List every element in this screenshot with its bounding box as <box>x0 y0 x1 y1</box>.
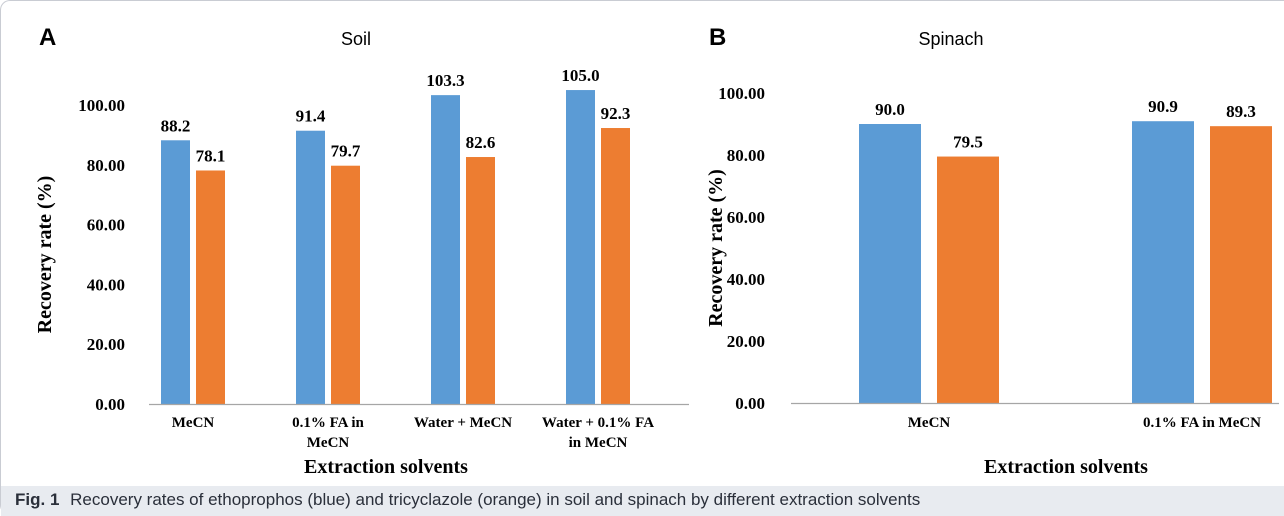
charts-svg: A Soil 0.00 20.00 40.00 60.00 80.00 100.00 Recov… <box>34 24 1279 478</box>
data-label: 78.1 <box>196 146 226 165</box>
x-tick-label: in MeCN <box>569 435 628 451</box>
x-tick-label: MeCN <box>908 415 951 431</box>
data-label: 82.6 <box>466 133 496 152</box>
x-tick-label: MeCN <box>172 415 215 431</box>
bar-tricyclazole <box>196 170 225 404</box>
y-tick-label: 100.00 <box>78 96 125 115</box>
bar-tricyclazole <box>601 128 630 404</box>
panel-label: B <box>709 24 726 51</box>
y-axis-label: Recovery rate (%) <box>705 169 727 327</box>
y-tick-label: 60.00 <box>727 208 765 227</box>
data-label: 90.9 <box>1148 97 1178 116</box>
data-label: 89.3 <box>1226 102 1256 121</box>
bar-tricyclazole <box>1210 126 1272 404</box>
y-tick-label: 80.00 <box>727 146 765 165</box>
bar-tricyclazole <box>466 157 495 404</box>
caption-label: Fig. 1 <box>15 490 60 509</box>
bar-ethoprophos <box>566 90 595 405</box>
data-label: 105.0 <box>561 66 599 85</box>
y-tick-label: 100.00 <box>718 84 765 103</box>
x-tick-label: MeCN <box>307 435 350 451</box>
caption-text: Recovery rates of ethoprophos (blue) and… <box>70 490 921 509</box>
data-label: 103.3 <box>426 71 464 90</box>
y-tick-label: 40.00 <box>87 275 125 294</box>
y-tick-label: 40.00 <box>727 270 765 289</box>
x-tick-label: 0.1% FA in <box>292 415 364 431</box>
data-label: 90.0 <box>875 100 905 119</box>
x-tick-label: 0.1% FA in MeCN <box>1143 415 1261 431</box>
bar-tricyclazole <box>331 165 360 404</box>
data-label: 79.5 <box>953 133 983 152</box>
y-tick-label: 80.00 <box>87 156 125 175</box>
data-label: 91.4 <box>296 107 326 126</box>
chart-title: Soil <box>341 29 371 49</box>
x-axis-label: Extraction solvents <box>304 456 468 478</box>
bar-ethoprophos <box>1132 121 1194 404</box>
y-tick-label: 20.00 <box>87 335 125 354</box>
y-tick-label: 0.00 <box>95 395 125 414</box>
bar-ethoprophos <box>161 140 190 405</box>
y-tick-label: 0.00 <box>735 394 765 413</box>
chart-title: Spinach <box>918 29 983 49</box>
x-tick-label: Water + MeCN <box>414 415 512 431</box>
y-tick-label: 20.00 <box>727 332 765 351</box>
figure-caption: Fig. 1 Recovery rates of ethoprophos (bl… <box>1 486 1284 516</box>
data-label: 88.2 <box>161 116 191 135</box>
data-label: 79.7 <box>331 142 361 161</box>
bar-ethoprophos <box>296 130 325 405</box>
bar-ethoprophos <box>859 124 921 403</box>
bar-tricyclazole <box>937 156 999 403</box>
bar-ethoprophos <box>431 95 460 405</box>
y-axis-label: Recovery rate (%) <box>34 176 56 334</box>
x-axis-label: Extraction solvents <box>984 456 1148 478</box>
y-tick-label: 60.00 <box>87 216 125 235</box>
x-tick-label: Water + 0.1% FA <box>542 415 654 431</box>
panel-label: A <box>39 24 56 51</box>
data-label: 92.3 <box>601 104 631 123</box>
